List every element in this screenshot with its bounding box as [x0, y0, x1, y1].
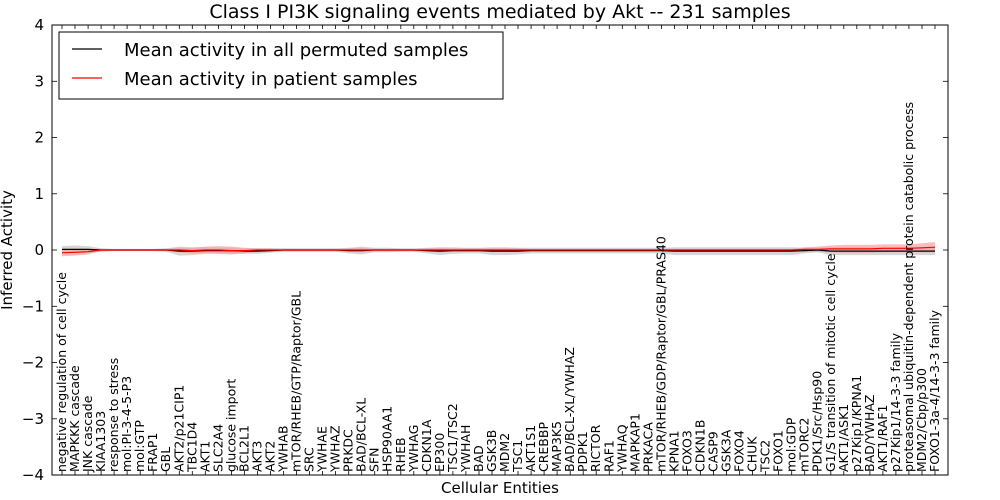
x-category-label: AKT2	[263, 441, 278, 472]
x-category-label: GBL	[158, 447, 173, 472]
x-category-label: YWHAZ	[328, 425, 343, 473]
series-band-1	[62, 242, 935, 257]
y-tick-label: −1	[22, 297, 44, 315]
legend-label-permuted: Mean activity in all permuted samples	[124, 40, 468, 61]
x-category-label: BCL2L1	[236, 425, 251, 472]
legend-box	[58, 31, 504, 100]
x-category-label: CHUK	[745, 436, 760, 472]
x-category-label: AKT1/RAF1	[875, 405, 890, 472]
x-category-label: MAPKAP1	[627, 413, 642, 472]
x-category-label: YWHAE	[315, 426, 330, 473]
x-category-label: TBC1D4	[184, 422, 199, 473]
x-category-label: YWHAG	[406, 425, 421, 473]
x-category-label: mTOR/RHEB/GTP/Raptor/GBL	[289, 291, 304, 472]
x-category-label: RAF1	[601, 440, 616, 472]
y-tick-label: −4	[22, 466, 44, 484]
x-category-label: AKT1	[197, 441, 212, 472]
x-category-label: glucose import	[223, 379, 238, 472]
x-category-label: mol:GTP	[132, 420, 147, 472]
x-category-label: SRC	[302, 447, 317, 472]
x-category-label: AKT2/p21CIP1	[171, 385, 186, 472]
category-labels: negative regulation of cell cycleMAPKKK …	[54, 102, 942, 473]
y-tick-label: 2	[34, 129, 44, 147]
x-category-label: AKT1/ASK1	[836, 404, 851, 472]
x-category-label: RICTOR	[588, 424, 603, 472]
x-tick-marks	[61, 25, 936, 475]
y-tick-label: 3	[34, 72, 44, 90]
series-line-1	[61, 246, 936, 254]
x-category-label: SFN	[367, 448, 382, 472]
legend-label-patient: Mean activity in patient samples	[124, 69, 418, 90]
x-category-label: mTORC2	[797, 418, 812, 472]
x-category-label: TSC1	[510, 440, 525, 473]
x-category-label: MDM2	[497, 433, 512, 472]
y-tick-label: 1	[34, 185, 44, 203]
x-category-label: AKT1S1	[523, 425, 538, 472]
x-category-label: BAD/YWHAZ	[862, 395, 877, 472]
x-category-label: HSP90AA1	[380, 406, 395, 472]
x-category-label: YWHAH	[458, 425, 473, 473]
x-category-label: mol:PI-3-4-5-P3	[119, 376, 134, 472]
x-category-label: KIAA1303	[93, 411, 108, 472]
y-axis: −4 −3 −2 −1 0 1 2 3 4	[22, 16, 948, 484]
x-category-label: SLC2A4	[210, 424, 225, 472]
x-category-label: p27Kip1/KPNA1	[849, 375, 864, 472]
y-tick-label: −2	[22, 354, 44, 372]
x-category-label: BAD/BCL-XL	[354, 398, 369, 472]
x-category-label: TSC2	[758, 440, 773, 473]
x-category-label: FOXO3	[679, 430, 694, 472]
x-category-label: MAP3K5	[549, 421, 564, 472]
x-category-label: response to stress	[106, 358, 121, 472]
series-lines	[61, 246, 936, 254]
x-category-label: mTOR/RHEB/GDP/Raptor/GBL/PRAS40	[653, 236, 668, 472]
x-category-label: CDKN1B	[693, 420, 708, 472]
x-category-label: KPNA1	[666, 430, 681, 472]
x-category-label: GSK3B	[484, 430, 499, 472]
x-category-label: CREBBP	[536, 422, 551, 472]
y-tick-label: −3	[22, 410, 44, 428]
x-category-label: YWHAQ	[614, 424, 629, 473]
x-category-label: MDM2/Cbp/p300	[914, 368, 929, 472]
x-category-label: PDPK1	[575, 431, 590, 472]
y-tick-label: 4	[34, 16, 44, 34]
x-category-label: GSK3A	[719, 429, 734, 472]
x-category-label: TSC1/TSC2	[445, 403, 460, 473]
x-category-label: PRKDC	[341, 429, 356, 472]
x-category-label: FOXO4	[732, 430, 747, 472]
x-category-label: PRKACA	[640, 422, 655, 472]
x-category-label: BAD	[471, 445, 486, 472]
legend: Mean activity in all permuted samples Me…	[58, 31, 504, 100]
x-category-label: CDKN1A	[419, 419, 434, 472]
x-category-label: BAD/BCL-XL/YWHAZ	[562, 347, 577, 472]
x-category-label: AKT3	[249, 441, 264, 472]
x-category-label: p27Kip1/14-3-3 family	[888, 332, 903, 472]
x-category-label: RHEB	[393, 437, 408, 472]
plot-frame	[51, 24, 949, 476]
x-category-label: MAPKKK cascade	[67, 365, 82, 472]
y-tick-label: 0	[34, 241, 44, 259]
x-category-label: CASP9	[706, 431, 721, 472]
chart-title: Class I PI3K signaling events mediated b…	[209, 1, 790, 23]
x-category-label: FOXO1	[771, 430, 786, 472]
x-category-label: EP300	[432, 433, 447, 472]
x-category-label: negative regulation of cell cycle	[54, 272, 69, 472]
x-category-label: YWHAB	[276, 425, 291, 473]
x-category-label: G1/S transition of mitotic cell cycle	[823, 253, 838, 472]
x-category-label: mol:GDP	[784, 417, 799, 472]
x-category-label: PDK1/Src/Hsp90	[810, 371, 825, 472]
x-category-label: proteasomal ubiquitin-dependent protein …	[901, 102, 916, 472]
x-category-label: JNK cascade	[80, 395, 95, 473]
y-axis-label: Inferred Activity	[0, 190, 16, 310]
x-axis-label: Cellular Entities	[441, 479, 559, 497]
x-category-label: FRAP1	[145, 433, 160, 472]
x-category-label: FOXO1-3a-4/14-3-3 family	[927, 309, 942, 472]
